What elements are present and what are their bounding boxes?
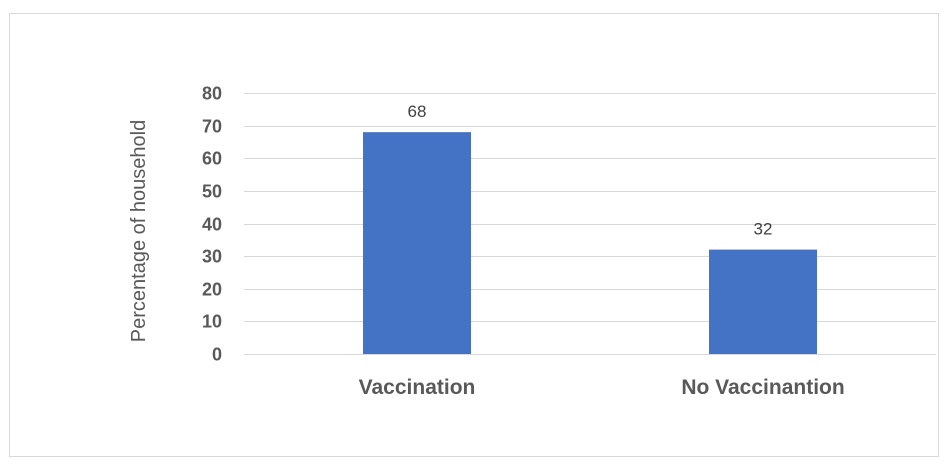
x-category-label: Vaccination <box>359 376 476 399</box>
bar-vaccination <box>363 132 471 354</box>
data-label: 68 <box>408 102 427 121</box>
y-tick-label: 60 <box>202 149 222 169</box>
y-tick-label: 30 <box>202 247 222 267</box>
y-tick-label: 80 <box>202 84 222 104</box>
bar-no-vaccinantion <box>709 249 817 354</box>
x-category-label: No Vaccinantion <box>681 376 844 399</box>
y-tick-label: 0 <box>212 345 222 365</box>
y-tick-label: 70 <box>202 117 222 137</box>
y-axis-ticks: 0 10 20 30 40 50 60 70 80 <box>202 84 222 365</box>
y-tick-label: 20 <box>202 280 222 300</box>
x-axis-categories: Vaccination No Vaccinantion <box>359 376 845 399</box>
y-axis-title: Percentage of household <box>128 120 150 342</box>
data-labels: 68 32 <box>408 102 773 238</box>
chart-frame <box>9 13 939 457</box>
data-label: 32 <box>754 220 773 239</box>
y-tick-label: 40 <box>202 215 222 235</box>
y-tick-label: 10 <box>202 312 222 332</box>
bars <box>363 132 817 354</box>
gridlines <box>244 93 936 355</box>
y-tick-label: 50 <box>202 182 222 202</box>
